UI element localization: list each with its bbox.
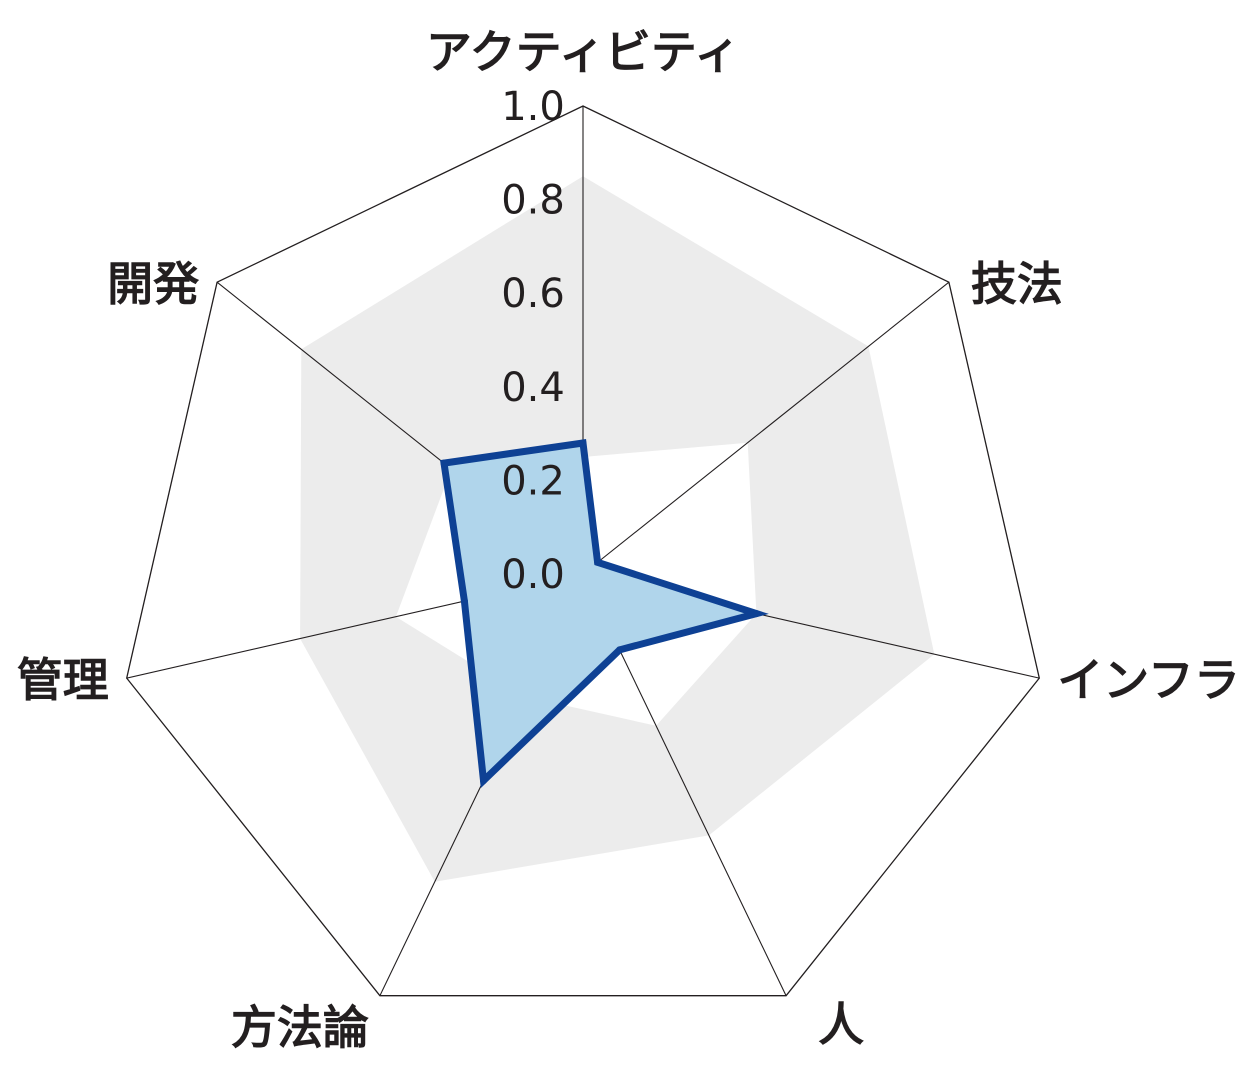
tick-label: 0.8 xyxy=(501,178,565,224)
axis-spoke xyxy=(582,281,950,575)
series-point xyxy=(440,459,448,467)
series-point xyxy=(594,558,602,566)
series-point xyxy=(752,610,760,618)
axis-label-development: 開発 xyxy=(107,257,200,311)
series-point xyxy=(616,646,624,654)
tick-label: 1.0 xyxy=(501,84,565,130)
tick-label: 0.2 xyxy=(501,458,565,504)
tick-label-layer: 0.0 0.2 0.4 0.6 0.8 1.0 xyxy=(501,84,565,598)
series-point xyxy=(460,597,468,605)
grid-outline xyxy=(125,105,1041,997)
tick-label: 0.6 xyxy=(501,271,565,317)
series-point xyxy=(579,439,587,447)
axis-label-layer: アクティビティ 技法 インフラ 人 方法論 管理 開発 xyxy=(17,25,1240,1055)
axis-label-management: 管理 xyxy=(17,653,109,707)
series-point xyxy=(480,777,487,785)
series-polygon xyxy=(440,439,769,789)
axis-label-technique: 技法 xyxy=(971,257,1063,311)
axis-label-infra: インフラ xyxy=(1057,653,1240,707)
tick-label: 0.4 xyxy=(501,365,565,411)
range-band xyxy=(300,176,935,882)
axis-label-methodology: 方法論 xyxy=(231,1001,369,1055)
axis-label-people: 人 xyxy=(818,998,864,1052)
axis-label-activity: アクティビティ xyxy=(426,25,740,79)
series-layer xyxy=(440,439,769,789)
range-band-layer xyxy=(300,176,935,882)
tick-label: 0.0 xyxy=(501,552,565,598)
